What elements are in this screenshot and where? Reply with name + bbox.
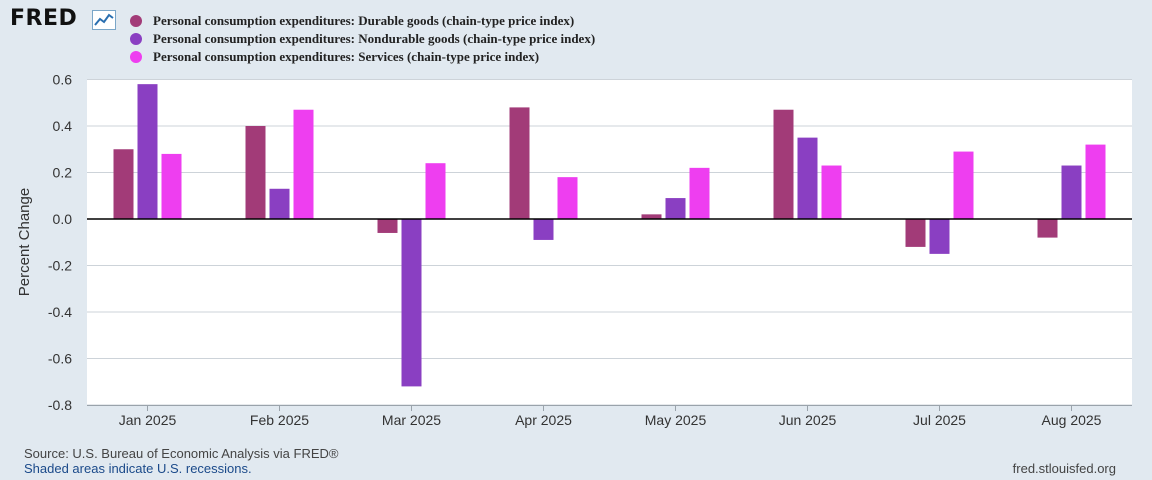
x-tick-label: Feb 2025: [250, 412, 309, 428]
y-tick-label: 0.6: [53, 72, 73, 88]
bar[interactable]: [509, 107, 530, 219]
bar[interactable]: [377, 219, 398, 233]
x-tick-label: Mar 2025: [382, 412, 441, 428]
bar[interactable]: [113, 149, 134, 219]
bar[interactable]: [773, 109, 794, 219]
x-tick-label: Jan 2025: [119, 412, 177, 428]
bar[interactable]: [269, 188, 290, 219]
y-tick-label: 0.2: [53, 165, 73, 181]
legend-label: Personal consumption expenditures: Servi…: [153, 49, 540, 64]
bar[interactable]: [665, 198, 686, 219]
bar[interactable]: [1061, 165, 1082, 219]
bar[interactable]: [797, 137, 818, 219]
source-note: Source: U.S. Bureau of Economic Analysis…: [24, 446, 339, 461]
bar[interactable]: [557, 177, 578, 219]
bar[interactable]: [641, 214, 662, 219]
x-tick-label: May 2025: [645, 412, 707, 428]
legend-item-durable-goods[interactable]: Personal consumption expenditures: Durab…: [130, 12, 595, 30]
legend-item-services[interactable]: Personal consumption expenditures: Servi…: [130, 48, 595, 66]
bar[interactable]: [689, 167, 710, 219]
fred-graph-icon: [92, 10, 116, 30]
bar[interactable]: [953, 151, 974, 219]
x-tick-label: Apr 2025: [515, 412, 572, 428]
bar[interactable]: [533, 219, 554, 240]
x-tick-label: Jun 2025: [779, 412, 837, 428]
legend-label: Personal consumption expenditures: Nondu…: [153, 31, 596, 46]
legend-dot-nondurable-goods: [130, 33, 142, 45]
y-tick-label: -0.8: [48, 397, 72, 413]
bars: [113, 84, 1106, 387]
bar[interactable]: [905, 219, 926, 247]
y-tick-label: 0.4: [53, 118, 73, 134]
x-tick-label: Jul 2025: [913, 412, 966, 428]
x-tick-label: Aug 2025: [1042, 412, 1102, 428]
chart-legend: Personal consumption expenditures: Durab…: [130, 12, 595, 66]
axes: 0.6 0.4 0.2 0.0 -0.2 -0.4 -0.6 -0.8 Jan 2025 Feb …: [48, 72, 1132, 428]
y-tick-label: 0.0: [53, 211, 73, 227]
legend-dot-durable-goods: [130, 15, 142, 27]
bar[interactable]: [401, 219, 422, 387]
bar[interactable]: [929, 219, 950, 254]
legend-item-nondurable-goods[interactable]: Personal consumption expenditures: Nondu…: [130, 30, 595, 48]
bar[interactable]: [425, 163, 446, 219]
bar[interactable]: [137, 84, 158, 220]
fred-logo[interactable]: FRED: [10, 6, 78, 31]
legend-dot-services: [130, 51, 142, 63]
y-tick-label: -0.6: [48, 351, 72, 367]
bar[interactable]: [1085, 144, 1106, 219]
fred-url[interactable]: fred.stlouisfed.org: [1012, 461, 1116, 476]
legend-label: Personal consumption expenditures: Durab…: [153, 13, 575, 28]
bar[interactable]: [821, 165, 842, 219]
bar[interactable]: [161, 153, 182, 219]
y-tick-label: -0.4: [48, 304, 72, 320]
bar[interactable]: [293, 109, 314, 219]
bar[interactable]: [1037, 219, 1058, 238]
plot-area: [87, 79, 1132, 405]
y-tick-label: -0.2: [48, 258, 72, 274]
bar[interactable]: [245, 126, 266, 219]
y-axis-label: Percent Change: [16, 188, 33, 296]
recession-note[interactable]: Shaded areas indicate U.S. recessions.: [24, 461, 252, 476]
